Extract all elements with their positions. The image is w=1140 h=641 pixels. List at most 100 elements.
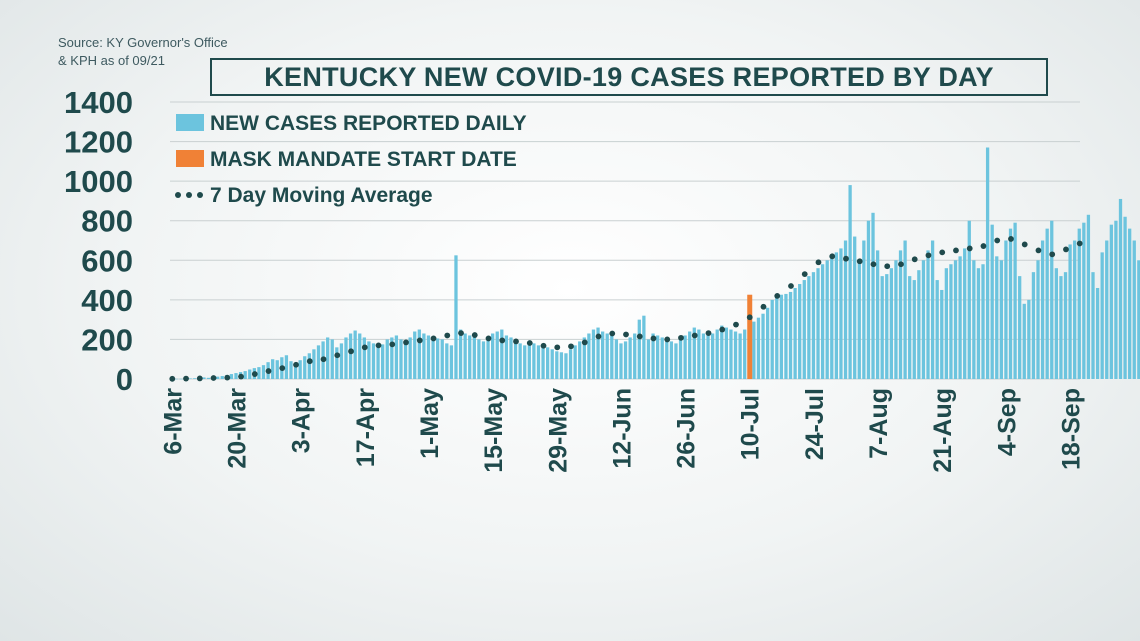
bar xyxy=(953,260,958,379)
x-tick-label: 12-Jun xyxy=(608,388,636,469)
moving-average-point xyxy=(939,249,946,256)
bar xyxy=(495,331,499,379)
moving-average-point xyxy=(801,271,808,278)
bar xyxy=(413,331,417,379)
bar xyxy=(1045,228,1049,379)
bar xyxy=(770,299,774,379)
moving-average-point xyxy=(430,335,437,342)
moving-average-point xyxy=(898,261,904,268)
bar xyxy=(688,331,692,379)
bar xyxy=(761,313,765,379)
moving-average-point xyxy=(251,371,258,377)
bar xyxy=(793,287,797,379)
bar xyxy=(802,280,806,379)
bar xyxy=(1008,228,1013,379)
moving-average-point xyxy=(636,333,643,340)
bar xyxy=(843,240,848,379)
moving-average-point xyxy=(320,356,327,363)
bar xyxy=(431,337,435,379)
bar xyxy=(1063,272,1068,379)
moving-average-point xyxy=(788,283,794,289)
bar xyxy=(678,339,683,379)
legend-label-bars: NEW CASES REPORTED DAILY xyxy=(210,112,527,135)
bar xyxy=(765,307,770,379)
bar xyxy=(834,252,839,379)
y-tick-label: 0 xyxy=(116,362,133,397)
bar xyxy=(545,347,550,379)
bar xyxy=(917,270,921,379)
bar xyxy=(509,337,513,379)
bar xyxy=(1059,276,1063,379)
moving-average-point xyxy=(774,293,781,299)
bar xyxy=(839,248,843,379)
x-tick-label: 24-Jul xyxy=(801,388,829,460)
bar xyxy=(582,337,586,379)
bar xyxy=(513,341,518,379)
moving-average-point xyxy=(403,339,409,346)
bar xyxy=(348,333,353,379)
bar xyxy=(775,295,779,379)
bar xyxy=(1073,240,1077,379)
bar xyxy=(454,255,458,379)
bar xyxy=(1040,240,1045,379)
bar xyxy=(399,339,403,379)
moving-average-point xyxy=(169,375,176,382)
bar xyxy=(830,256,834,379)
moving-average-point xyxy=(389,341,396,348)
bar xyxy=(491,333,495,379)
bar xyxy=(600,331,605,379)
bar xyxy=(990,224,994,379)
bar xyxy=(440,339,444,379)
moving-average-point xyxy=(746,314,753,321)
bar xyxy=(536,345,541,379)
moving-average-point xyxy=(953,247,959,254)
moving-average-point xyxy=(196,375,203,382)
bar xyxy=(248,369,252,379)
bar xyxy=(1036,260,1040,379)
moving-average-point xyxy=(375,342,382,349)
moving-average-point xyxy=(925,252,932,259)
legend-label-average: 7 Day Moving Average xyxy=(210,184,433,207)
bar xyxy=(683,335,687,379)
bar xyxy=(477,339,481,379)
bar xyxy=(298,360,302,379)
moving-average-point xyxy=(485,335,492,342)
moving-average-point xyxy=(224,374,231,381)
bar xyxy=(655,335,660,379)
bar xyxy=(481,341,486,379)
bar xyxy=(417,329,421,379)
bar xyxy=(1128,228,1132,379)
bar xyxy=(669,341,674,379)
x-tick-label: 10-Jul xyxy=(737,388,765,460)
moving-average-point xyxy=(609,330,616,337)
bar xyxy=(646,339,651,379)
bar xyxy=(1031,272,1036,379)
legend-swatch-mandate xyxy=(176,150,204,167)
bar xyxy=(1054,268,1058,379)
bar xyxy=(289,361,293,379)
bar xyxy=(344,337,348,379)
bar xyxy=(981,264,985,379)
bar xyxy=(995,256,999,379)
bar xyxy=(504,335,509,379)
bar xyxy=(390,337,394,379)
bar xyxy=(875,250,880,379)
moving-average-point xyxy=(238,373,244,380)
moving-average-point xyxy=(279,365,286,372)
bar xyxy=(326,337,330,379)
bar xyxy=(610,335,614,379)
bar xyxy=(362,337,366,379)
bar xyxy=(216,376,220,379)
bar xyxy=(674,343,678,379)
bar xyxy=(449,345,454,379)
x-tick-label: 20-Mar xyxy=(223,388,251,469)
bar xyxy=(940,289,944,379)
bar xyxy=(1022,303,1026,379)
bar xyxy=(307,353,311,379)
moving-average-point xyxy=(650,335,657,342)
moving-average-point xyxy=(1021,241,1028,248)
moving-average-point xyxy=(568,343,574,350)
moving-average-point xyxy=(843,255,849,262)
moving-average-point xyxy=(1008,236,1014,242)
